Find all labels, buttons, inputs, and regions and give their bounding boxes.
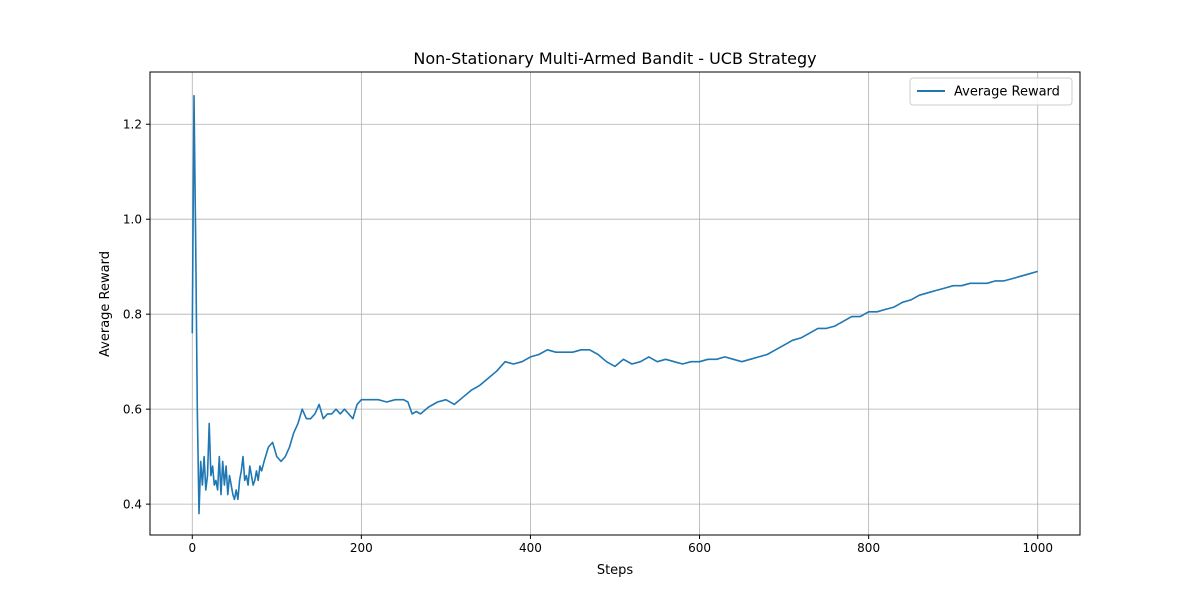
legend-label: Average Reward [954, 85, 1060, 100]
series-line [191, 94, 1038, 515]
x-tick-label: 600 [688, 541, 711, 555]
x-tick-label: 800 [857, 541, 880, 555]
y-tick-label: 0.4 [123, 498, 142, 512]
plot-area-frame [149, 71, 1081, 536]
legend-box [909, 77, 1073, 106]
y-tick-label: 1.0 [123, 213, 142, 227]
y-tick-label: 0.8 [123, 308, 142, 322]
x-tick-label: 200 [350, 541, 373, 555]
y-tick-label: 1.2 [123, 118, 142, 132]
grid [150, 72, 1080, 535]
chart-title: Non-Stationary Multi-Armed Bandit - UCB … [413, 49, 816, 68]
x-tick-label: 400 [519, 541, 542, 555]
axis-ticks: 0 200 400 600 800 1000 0.4 0.6 0.8 1.0 1.2 [123, 118, 1053, 555]
x-tick-label: 0 [188, 541, 196, 555]
y-tick-label: 0.6 [123, 403, 142, 417]
x-tick-label: 1000 [1022, 541, 1053, 555]
series-layer [191, 94, 1038, 515]
x-axis-label: Steps [597, 563, 634, 578]
y-axis-label: Average Reward [98, 251, 113, 357]
legend: Average Reward [909, 77, 1073, 106]
